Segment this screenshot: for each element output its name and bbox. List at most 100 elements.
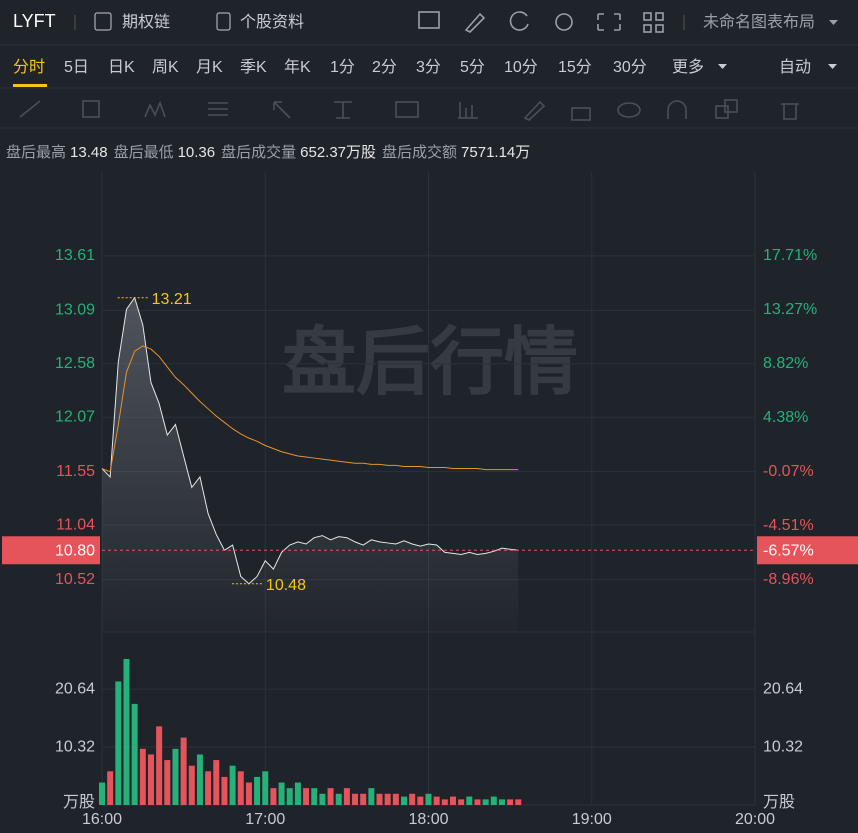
- icon[interactable]: [418, 11, 440, 29]
- volume-bar: [392, 793, 399, 805]
- stat-label: 盘后最低: [113, 144, 174, 161]
- x-tick-label: 16:00: [82, 811, 122, 828]
- stat-label: 盘后成交量: [221, 144, 297, 161]
- volume-tick-label: 20.64: [763, 680, 803, 697]
- dropdown-arrow: [828, 64, 837, 69]
- volume-bar: [303, 788, 310, 805]
- volume-bar: [384, 793, 391, 805]
- y-tick-label: 13.61: [55, 247, 95, 264]
- y2-tick-label: -4.51%: [763, 517, 814, 534]
- price-area: [102, 297, 519, 632]
- tool[interactable]: [395, 101, 419, 118]
- volume-bar: [507, 799, 514, 805]
- icon: [94, 12, 112, 31]
- y-tick-label: 12.58: [55, 355, 95, 372]
- stat-label: 盘后最高: [6, 144, 67, 161]
- volume-bar: [115, 681, 122, 805]
- icon[interactable]: [643, 12, 652, 21]
- volume-bar: [458, 799, 465, 805]
- symbol[interactable]: LYFT: [13, 11, 56, 31]
- tool[interactable]: [724, 99, 738, 113]
- stat-value: 10.36: [177, 144, 216, 161]
- period-tab[interactable]: 30分: [613, 58, 647, 76]
- volume-bar: [319, 793, 326, 805]
- icon[interactable]: [655, 12, 664, 21]
- period-tab[interactable]: 2分: [372, 58, 397, 76]
- volume-bar: [474, 799, 481, 805]
- tool[interactable]: [571, 107, 591, 121]
- tool[interactable]: [667, 100, 687, 119]
- icon[interactable]: [643, 24, 652, 33]
- drawing-tools: [19, 99, 799, 121]
- volume-bar: [237, 771, 244, 805]
- volume-bar: [343, 788, 350, 805]
- link[interactable]: 个股资料: [240, 13, 304, 31]
- volume-bar: [490, 796, 497, 805]
- tool[interactable]: [781, 103, 799, 120]
- volume-bar: [425, 793, 432, 805]
- volume-bar: [417, 796, 424, 805]
- tool[interactable]: [334, 101, 352, 119]
- period-tab[interactable]: 周K: [152, 59, 179, 76]
- y-tick-label: 11.04: [56, 516, 95, 533]
- tool[interactable]: [523, 100, 546, 121]
- tool[interactable]: [19, 100, 41, 118]
- y2-tick-label: -8.96%: [763, 571, 814, 588]
- layout-name[interactable]: 未命名图表布局: [703, 13, 815, 31]
- tool[interactable]: [273, 101, 291, 119]
- stat-value: 7571.14万: [461, 144, 531, 161]
- x-tick-label: 19:00: [572, 811, 612, 828]
- icon[interactable]: [597, 13, 621, 31]
- y2-tick-label: 8.82%: [763, 355, 808, 372]
- icon[interactable]: [464, 12, 486, 33]
- tool[interactable]: [144, 100, 166, 118]
- period-tab[interactable]: 1分: [330, 58, 355, 76]
- period-tab[interactable]: 年K: [284, 58, 311, 76]
- icon[interactable]: [655, 24, 664, 33]
- stats-bar: 盘后最高 13.48 盘后最低 10.36 盘后成交量 652.37万股 盘后成交额 7571…: [6, 141, 536, 162]
- volume-bar: [376, 793, 383, 805]
- period-tab[interactable]: 日K: [108, 59, 135, 76]
- y-tick-label: 12.07: [55, 408, 95, 425]
- period-tab[interactable]: 分时: [13, 58, 45, 76]
- volume-bar: [401, 796, 408, 805]
- volume-bar: [482, 799, 489, 805]
- period-tab[interactable]: 季K: [240, 58, 267, 76]
- volume-bar: [262, 771, 269, 805]
- tool[interactable]: [82, 100, 100, 118]
- price-line: [101, 296, 519, 585]
- period-tabs: 分时 5日 日K 周K 月K 季K 年K 1分 2分 3分 5分 10分 15分 30分 更多: [13, 58, 704, 87]
- period-tab[interactable]: 10分: [504, 58, 538, 76]
- link[interactable]: 期权链: [122, 13, 170, 31]
- icon: [216, 12, 231, 31]
- volume-tick-label: 10.32: [763, 738, 803, 755]
- volume-bar: [327, 788, 334, 805]
- chart-mode[interactable]: 自动: [779, 58, 811, 76]
- volume-bar: [498, 799, 505, 805]
- period-tab[interactable]: 3分: [416, 58, 441, 76]
- period-tab[interactable]: 5分: [460, 58, 485, 76]
- tool[interactable]: [458, 102, 478, 119]
- y-tick-label: 10.52: [55, 571, 95, 588]
- last-price-label: 10.80: [55, 542, 95, 559]
- y2-tick-label: -0.07%: [763, 463, 814, 480]
- period-tab[interactable]: 月K: [196, 59, 223, 76]
- y-tick-label: 11.55: [56, 463, 95, 480]
- icon[interactable]: [509, 11, 529, 31]
- volume-bar: [123, 658, 130, 805]
- icon[interactable]: [555, 13, 573, 31]
- volume-bar: [131, 703, 138, 805]
- tool[interactable]: [617, 102, 641, 118]
- volume-bar: [352, 793, 359, 805]
- last-change-label: -6.57%: [763, 542, 814, 559]
- tool[interactable]: [208, 102, 228, 116]
- volume-bar: [156, 726, 163, 805]
- period-tab[interactable]: 15分: [558, 58, 592, 76]
- volume-tick-label: 20.64: [55, 680, 95, 697]
- period-tab[interactable]: 5日: [64, 59, 89, 76]
- period-tab[interactable]: 更多: [672, 58, 704, 76]
- volume-bar: [441, 799, 448, 805]
- volume-bar: [294, 782, 301, 805]
